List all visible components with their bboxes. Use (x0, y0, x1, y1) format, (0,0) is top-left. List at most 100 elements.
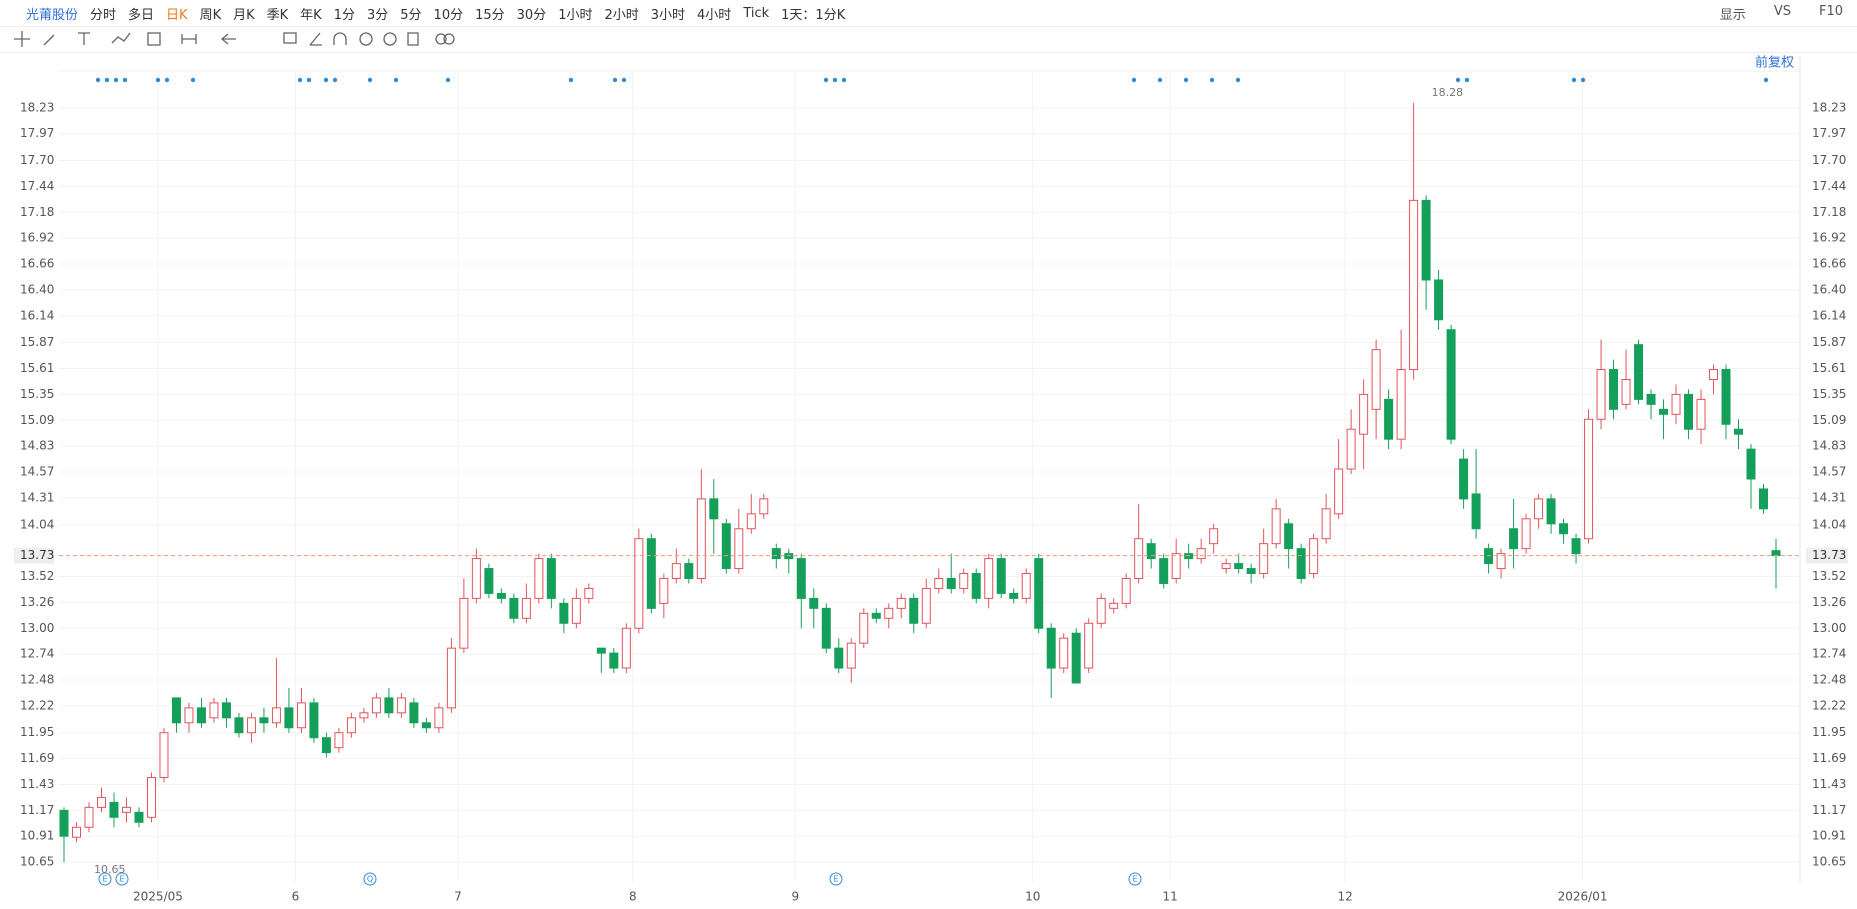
y-tick-label: 14.04 (20, 517, 54, 531)
x-tick-label: 10 (1025, 890, 1040, 904)
y-tick-label: 14.57 (20, 465, 54, 479)
candle-body (446, 647, 456, 709)
candle-body (1159, 558, 1169, 584)
candle-body (484, 568, 494, 594)
tool-icon[interactable] (443, 33, 455, 45)
tool-icon[interactable] (78, 32, 90, 45)
y-tick-label: 10.65 (20, 855, 54, 869)
tool-icon[interactable] (283, 32, 297, 44)
candle-body (359, 712, 369, 719)
info-dot (164, 77, 170, 83)
y-tick-label-right: 10.65 (1812, 855, 1846, 869)
y-tick-label-right: 11.95 (1812, 725, 1846, 739)
toolbar-button[interactable]: F10 (1818, 3, 1843, 19)
candle-body (646, 538, 656, 609)
period-tab[interactable]: 2小时 (604, 7, 639, 23)
period-tab[interactable]: 30分 (516, 7, 547, 23)
info-dot (841, 77, 847, 83)
candle-body (159, 732, 169, 779)
candle-body (1071, 632, 1081, 684)
toolbar-button[interactable]: 显示 (1719, 7, 1746, 23)
period-tab[interactable]: 10分 (433, 7, 464, 23)
candle-body (734, 528, 744, 570)
period-tab[interactable]: 日K (166, 7, 188, 23)
period-tab[interactable]: 5分 (400, 7, 422, 23)
tool-icon[interactable] (43, 34, 55, 46)
y-tick-label-right: 13.52 (1812, 569, 1846, 583)
candle-body (721, 523, 731, 570)
tool-icon[interactable] (14, 31, 30, 47)
candle-body (771, 548, 781, 560)
tool-icon[interactable] (333, 32, 347, 45)
tool-icon[interactable] (111, 32, 131, 44)
x-tick-label: 12 (1337, 890, 1352, 904)
tool-icon[interactable] (220, 33, 236, 45)
candle-body (896, 597, 906, 609)
toolbar-button[interactable]: VS (1773, 3, 1791, 19)
period-tab[interactable]: 多日 (128, 7, 155, 23)
period-tab[interactable]: 1小时 (558, 7, 593, 23)
candle-body (196, 707, 206, 724)
tool-icon[interactable] (147, 32, 161, 46)
candle-body (1346, 428, 1356, 470)
candle-body (59, 809, 69, 837)
y-tick-label-right: 16.40 (1812, 282, 1846, 296)
event-marker-text: E (102, 875, 107, 884)
candle-body (746, 513, 756, 530)
y-tick-label: 18.23 (20, 100, 54, 114)
candle-body (459, 597, 469, 649)
event-marker (1128, 872, 1142, 886)
info-dot (155, 77, 161, 83)
candle-body (1771, 550, 1781, 557)
period-tab[interactable]: 1分 (333, 7, 355, 23)
adjust-mode[interactable]: 前复权 (1755, 55, 1794, 71)
candle-body (1096, 597, 1106, 624)
candle-body (584, 587, 594, 599)
period-tab[interactable]: 3小时 (650, 7, 686, 23)
tool-icon[interactable] (407, 32, 419, 46)
y-tick-label: 11.95 (20, 725, 54, 739)
period-tab[interactable]: 分时 (90, 7, 117, 23)
tool-icon[interactable] (309, 32, 322, 46)
candle-body (546, 558, 556, 599)
y-tick-label: 16.66 (20, 257, 54, 271)
candle-body (796, 558, 806, 599)
info-dot (323, 77, 329, 83)
period-tab[interactable]: 季K (266, 7, 289, 23)
period-tab[interactable]: 4小时 (697, 7, 732, 23)
tool-icon[interactable] (181, 34, 197, 44)
candle-body (1534, 498, 1544, 520)
period-tab[interactable]: 3分 (366, 7, 389, 23)
candle-body (1196, 548, 1206, 560)
tool-icon[interactable] (435, 33, 447, 45)
candle-body (134, 811, 144, 823)
y-tick-label-right: 15.61 (1812, 361, 1846, 375)
period-tab[interactable]: 年K (300, 7, 322, 23)
candle-body (409, 702, 419, 724)
candle-body (759, 498, 769, 515)
period-tab[interactable]: 周K (199, 7, 222, 23)
candle-body (271, 707, 281, 724)
candle-body (1046, 627, 1056, 669)
period-tab[interactable]: Tick (743, 5, 770, 21)
period-tab[interactable]: 月K (233, 7, 255, 23)
y-tick-label-right: 11.43 (1812, 777, 1846, 791)
candle-body (959, 573, 969, 589)
candle-body (934, 577, 944, 589)
y-tick-label-right: 17.44 (1812, 179, 1846, 193)
x-tick-label: 9 (791, 890, 799, 904)
candle-body (1371, 349, 1381, 410)
candle-body (1271, 508, 1281, 545)
event-marker (98, 872, 112, 886)
period-tab[interactable]: 1天：1分K (781, 7, 846, 23)
stock-name[interactable]: 光莆股份 (26, 7, 79, 23)
y-tick-label-right: 16.66 (1812, 257, 1846, 271)
tool-icon[interactable] (359, 32, 373, 46)
candle-body (121, 806, 131, 813)
period-tab[interactable]: 15分 (475, 7, 505, 23)
y-tick-label: 16.14 (20, 308, 54, 322)
info-dot (190, 77, 196, 83)
tool-icon[interactable] (383, 32, 397, 46)
